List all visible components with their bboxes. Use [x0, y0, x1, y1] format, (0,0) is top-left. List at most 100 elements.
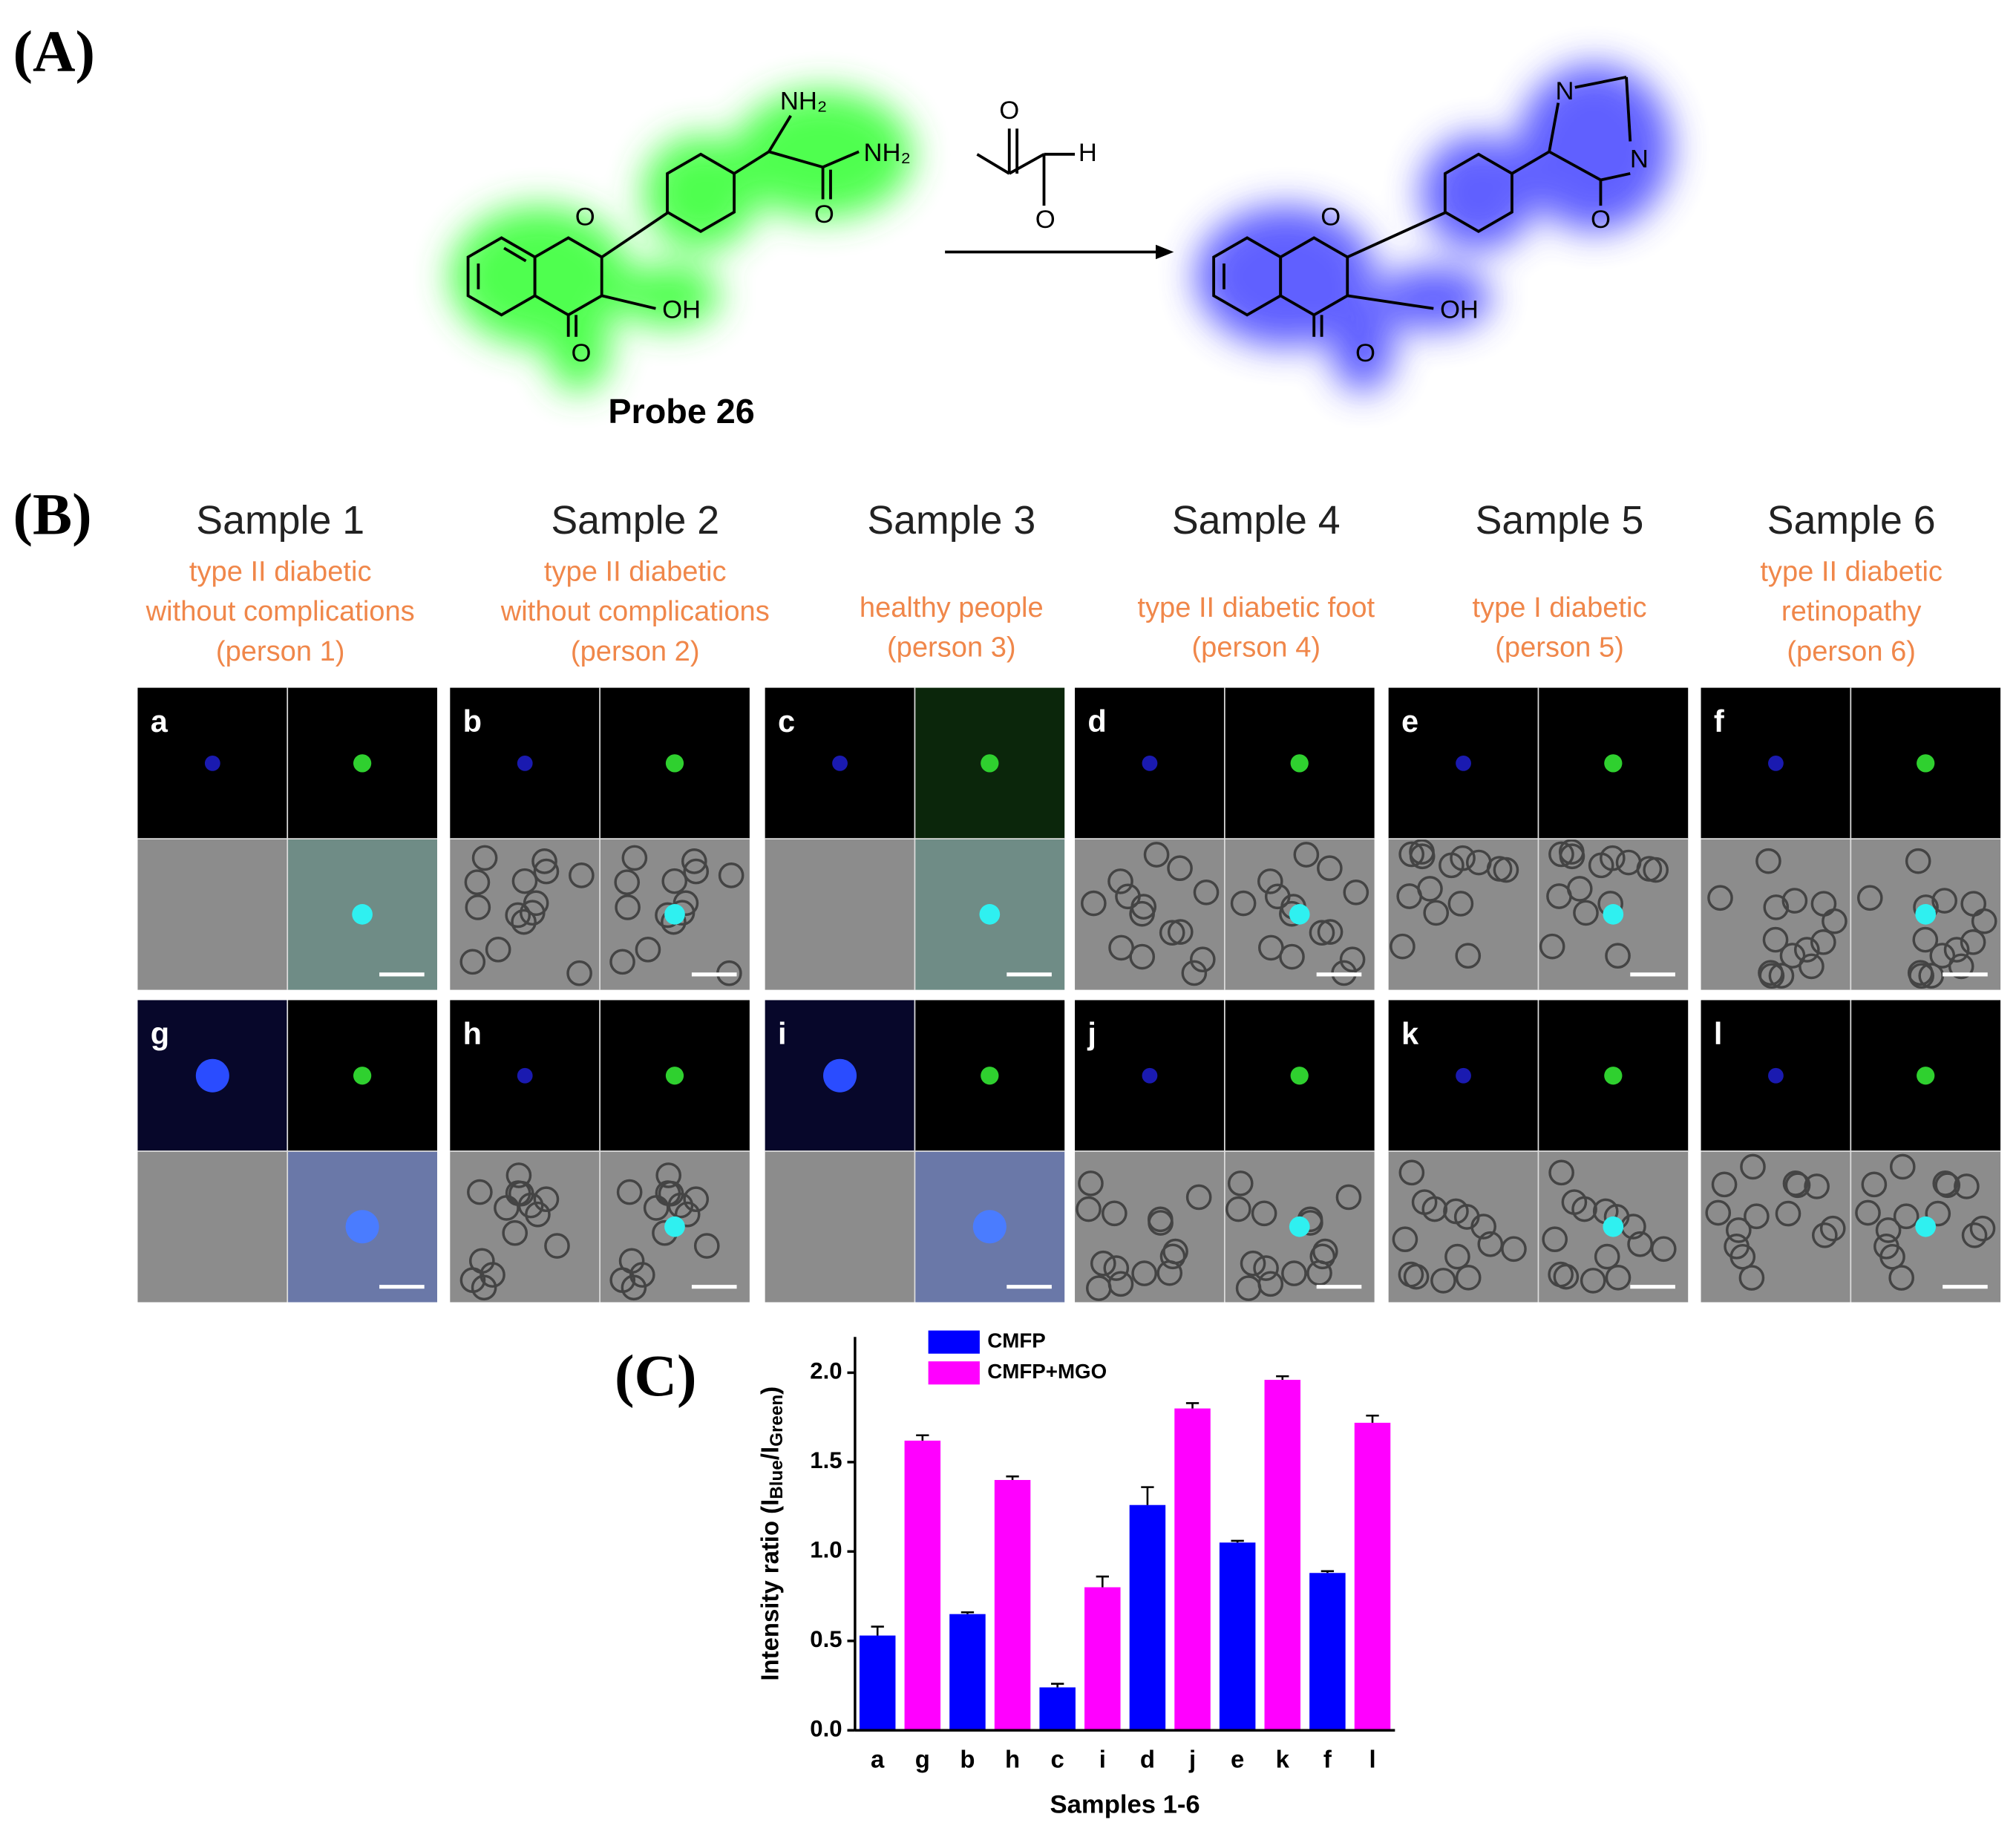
sample-description: (person 6) [1787, 636, 1916, 667]
glow-blue [1195, 64, 1672, 393]
cell [621, 845, 648, 871]
panel-letter: k [1401, 1016, 1419, 1051]
cell [1580, 1268, 1606, 1294]
cell [1115, 883, 1141, 910]
green-dot [1290, 754, 1309, 773]
cyan-dot [1289, 904, 1310, 925]
cell [1711, 1171, 1738, 1198]
cell [1181, 960, 1208, 986]
cell [1253, 1255, 1279, 1281]
cell [519, 900, 546, 926]
cell [1306, 1260, 1332, 1286]
cell [1960, 929, 1986, 955]
cell [1566, 876, 1593, 902]
cell [1129, 943, 1156, 970]
cell [1605, 943, 1631, 969]
cell [531, 848, 557, 874]
cell [1558, 839, 1585, 865]
cyan-dot [979, 904, 1001, 925]
sample-description: type II diabetic [544, 557, 727, 588]
bar [1039, 1687, 1076, 1731]
sample-description: without complications [145, 596, 415, 627]
cell [643, 1195, 670, 1221]
cell [480, 1262, 505, 1288]
cell [569, 862, 595, 888]
cell [459, 949, 486, 975]
cell [1317, 919, 1344, 945]
cell [1615, 849, 1642, 876]
atom: NH₂ [780, 88, 827, 116]
cell [1398, 841, 1424, 868]
sample-description: (person 1) [216, 636, 345, 667]
cell [1856, 885, 1883, 911]
x-tick-label: a [871, 1746, 885, 1773]
cell [1339, 946, 1366, 973]
sample-description: (person 5) [1495, 632, 1624, 664]
blue-dot [1142, 1067, 1158, 1084]
cell [1893, 1203, 1920, 1230]
cell [1763, 894, 1790, 920]
cell [1707, 885, 1733, 911]
panel-letter: e [1401, 704, 1418, 739]
cell [1185, 1184, 1212, 1211]
cell [1403, 1263, 1430, 1290]
cell [1343, 879, 1369, 906]
cell [1455, 1264, 1482, 1291]
cell [1961, 1222, 1988, 1248]
atom: H [1079, 139, 1097, 167]
cell [1086, 1275, 1112, 1301]
legend-label: CMFP+MGO [987, 1360, 1107, 1383]
cell [511, 868, 538, 894]
cell [1131, 1260, 1157, 1286]
cell [465, 894, 491, 920]
cell [1931, 888, 1957, 914]
y-tick-label: 2.0 [810, 1358, 842, 1384]
cyan-dot [664, 1216, 685, 1237]
y-axis-label: Intensity ratio (IBlue/IGreen) [756, 1386, 787, 1681]
x-tick-label: b [960, 1746, 975, 1773]
cell [1912, 926, 1939, 953]
cell [1108, 934, 1134, 961]
y-axis-label-part: /I [756, 1447, 783, 1460]
cell [693, 1233, 720, 1259]
panel-letter: d [1087, 704, 1106, 739]
cell [1279, 943, 1305, 970]
cyan-dot [1603, 904, 1624, 925]
x-tick-label: i [1099, 1746, 1106, 1773]
sample-description: (person 2) [571, 636, 700, 667]
cyan-dot [1915, 904, 1937, 925]
cell [1627, 1231, 1653, 1257]
cell [1784, 1172, 1811, 1199]
cell [1779, 943, 1806, 969]
glow-green [450, 90, 913, 393]
atom: N [1630, 145, 1649, 174]
y-tick-label: 0.0 [810, 1715, 842, 1741]
bar [949, 1614, 986, 1731]
cell [1542, 1226, 1568, 1253]
y-axis-label-part: Green [767, 1395, 787, 1447]
cyan-dot [972, 1210, 1007, 1244]
micrograph-bright [1701, 1150, 1851, 1303]
cell [1948, 953, 1974, 980]
cell [1317, 855, 1343, 882]
atom: OH [1440, 295, 1479, 324]
green-dot [353, 754, 372, 773]
sample-title: Sample 3 [867, 498, 1035, 543]
cell [1230, 890, 1257, 917]
cell [1417, 876, 1443, 902]
x-tick-label: l [1369, 1746, 1375, 1773]
cell [1819, 1215, 1846, 1242]
atom: NH₂ [863, 139, 910, 167]
green-dot [981, 1067, 999, 1085]
panel-letter: h [463, 1016, 482, 1051]
bar [1264, 1380, 1301, 1731]
cell [1925, 1200, 1951, 1227]
cell [1905, 848, 1931, 874]
micrograph-bright [765, 839, 915, 990]
cell [485, 937, 511, 963]
x-tick-label: k [1276, 1746, 1290, 1773]
panel-letter: g [151, 1016, 169, 1051]
cell [1822, 908, 1848, 934]
bar [904, 1440, 941, 1731]
